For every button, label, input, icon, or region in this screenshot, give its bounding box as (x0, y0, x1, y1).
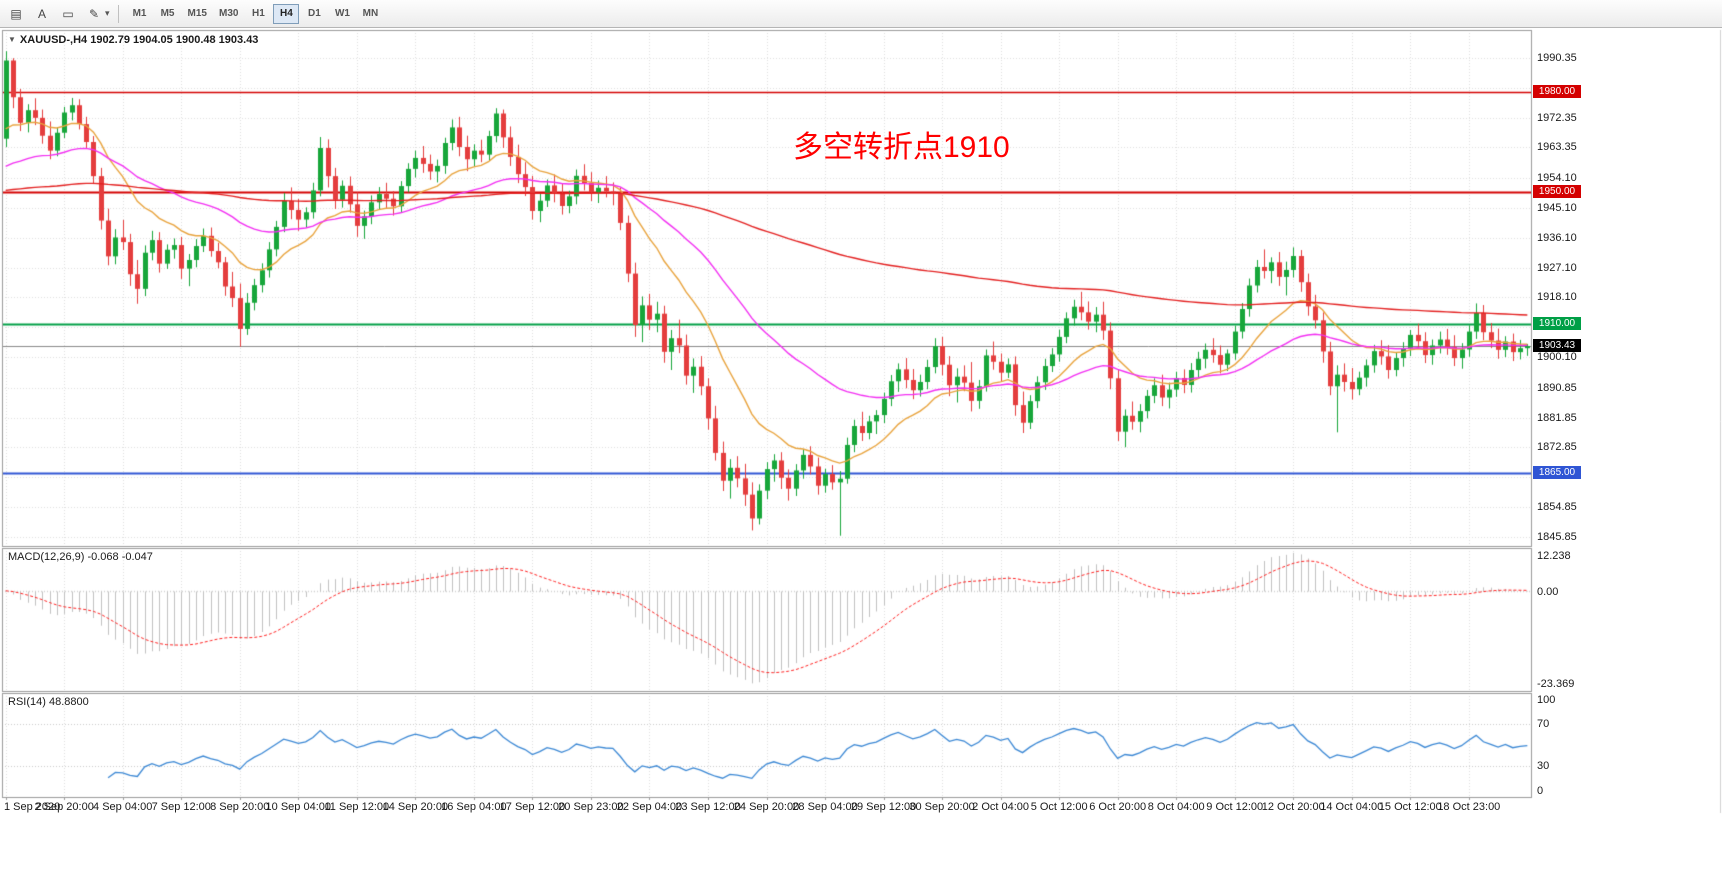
text-label-tool-button[interactable]: A (30, 3, 54, 25)
timeframe-m15-button[interactable]: M15 (183, 4, 212, 24)
crosshair-tool-button[interactable]: ▭ (56, 3, 80, 25)
main-toolbar: ▤ A ▭ ✎ ▾ M1 M5 M15 M30 H1 H4 D1 W1 MN (0, 0, 1722, 28)
chart-shift-button[interactable]: ▤ (4, 3, 28, 25)
timeframe-d1-button[interactable]: D1 (301, 4, 327, 24)
toolbar-separator (117, 4, 119, 23)
dropdown-caret-icon[interactable]: ▾ (105, 8, 110, 18)
drawing-tool-button[interactable]: ✎ (82, 3, 106, 25)
timeframe-m5-button[interactable]: M5 (155, 4, 181, 24)
timeframe-w1-button[interactable]: W1 (329, 4, 355, 24)
timeframe-group: M1 M5 M15 M30 H1 H4 D1 W1 MN (127, 3, 384, 24)
timeframe-m30-button[interactable]: M30 (214, 4, 243, 24)
timeframe-m1-button[interactable]: M1 (127, 4, 153, 24)
timeframe-h4-button[interactable]: H4 (273, 3, 300, 24)
timeframe-h1-button[interactable]: H1 (245, 4, 271, 24)
timeframe-mn-button[interactable]: MN (357, 4, 383, 24)
tools-group: ▤ A ▭ ✎ ▾ (4, 3, 110, 25)
